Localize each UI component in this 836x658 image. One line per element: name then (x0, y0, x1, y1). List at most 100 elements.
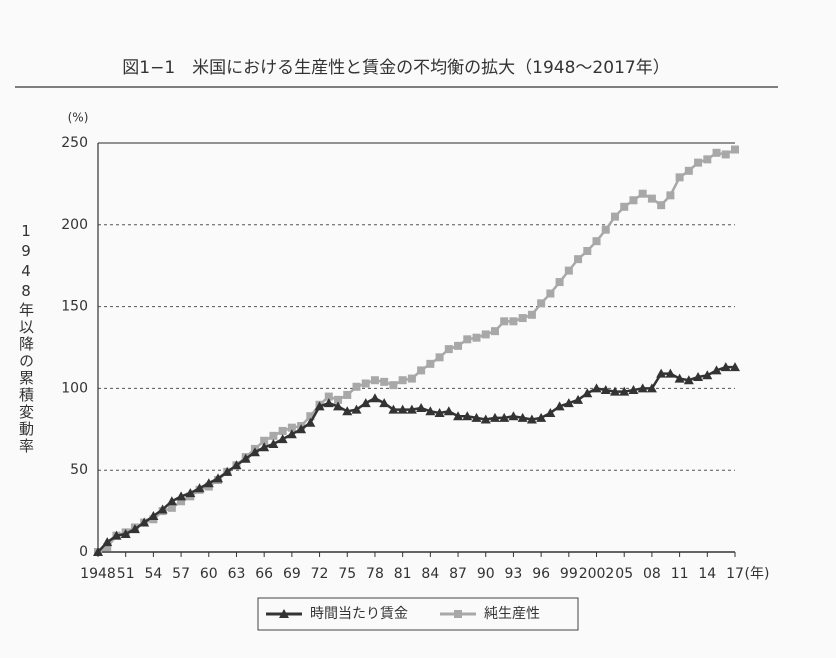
marker (360, 398, 371, 408)
marker (720, 362, 731, 372)
x-tick-label: 69 (283, 566, 301, 582)
marker (389, 381, 398, 390)
marker (268, 439, 279, 449)
x-tick-label: 81 (394, 566, 412, 582)
marker (518, 314, 527, 323)
marker (426, 359, 435, 368)
x-tick-label: 78 (366, 566, 384, 582)
x-tick-label: 75 (338, 566, 356, 582)
marker (563, 398, 574, 408)
marker (434, 407, 445, 417)
marker (305, 417, 316, 427)
marker (554, 401, 565, 411)
marker (314, 401, 325, 411)
marker (609, 386, 620, 396)
legend-label: 時間当たり賃金 (310, 606, 408, 622)
marker (176, 491, 187, 501)
marker (499, 412, 510, 422)
marker (675, 173, 684, 182)
marker (306, 412, 315, 421)
marker (279, 609, 289, 618)
y-unit: (%) (68, 111, 89, 125)
marker (352, 382, 361, 391)
y-axis-title: 1948年以降の累積変動率 (17, 222, 35, 455)
marker (500, 317, 509, 326)
marker (480, 414, 491, 424)
x-tick-label: 96 (532, 566, 550, 582)
marker (194, 483, 205, 493)
x-tick-label: 99 (560, 566, 578, 582)
marker (203, 478, 214, 488)
marker (555, 278, 564, 287)
marker (398, 376, 407, 385)
marker (166, 496, 177, 506)
marker (177, 497, 186, 506)
marker (591, 383, 602, 393)
series-line (97, 365, 735, 553)
y-tick-label: 0 (79, 544, 88, 560)
marker (343, 390, 352, 399)
x-tick-label: 93 (505, 566, 523, 582)
marker (157, 504, 168, 514)
marker (693, 371, 704, 381)
marker (647, 194, 656, 203)
marker (148, 511, 159, 521)
marker (222, 466, 233, 476)
x-tick-label: 1948 (80, 566, 116, 582)
marker (269, 431, 278, 440)
marker (666, 191, 675, 200)
marker (443, 406, 454, 416)
marker (674, 373, 685, 383)
marker (417, 366, 426, 375)
marker (657, 201, 666, 210)
marker (277, 434, 288, 444)
chart-title: 図1−1 米国における生産性と賃金の不均衡の拡大（1948〜2017年） (122, 58, 669, 78)
marker (323, 398, 334, 408)
marker (380, 377, 389, 386)
marker (111, 530, 122, 540)
y-tick-label: 100 (61, 380, 88, 396)
marker (388, 404, 399, 414)
marker (472, 333, 481, 342)
marker (665, 368, 676, 378)
legend-label: 純生産性 (484, 606, 540, 622)
x-tick-label: 51 (117, 566, 135, 582)
marker (407, 374, 416, 383)
marker (684, 166, 693, 175)
x-tick-label: 11 (671, 566, 689, 582)
marker (397, 404, 408, 414)
marker (583, 246, 592, 255)
series-line (97, 148, 736, 554)
marker (379, 398, 390, 408)
marker (120, 529, 131, 539)
x-tick-label: 66 (255, 566, 273, 582)
marker (361, 379, 370, 388)
y-tick-label: 150 (61, 299, 88, 315)
marker (703, 155, 712, 164)
x-tick-label: 63 (228, 566, 246, 582)
marker (287, 423, 296, 432)
marker (592, 237, 601, 246)
x-tick-label: 14 (698, 566, 716, 582)
marker (296, 424, 307, 434)
marker (489, 412, 500, 422)
x-tick-label: 84 (421, 566, 439, 582)
marker (334, 395, 343, 404)
marker (453, 411, 464, 421)
x-tick-label: 60 (200, 566, 218, 582)
marker (259, 442, 270, 452)
marker (333, 401, 344, 411)
marker (731, 145, 739, 154)
marker (619, 386, 630, 396)
marker (213, 473, 224, 483)
x-tick-label: 17 (726, 566, 744, 582)
marker (471, 412, 482, 422)
marker (369, 393, 380, 403)
marker (406, 404, 417, 414)
marker (545, 407, 556, 417)
marker (324, 392, 333, 401)
marker (712, 148, 721, 157)
marker (463, 335, 472, 344)
